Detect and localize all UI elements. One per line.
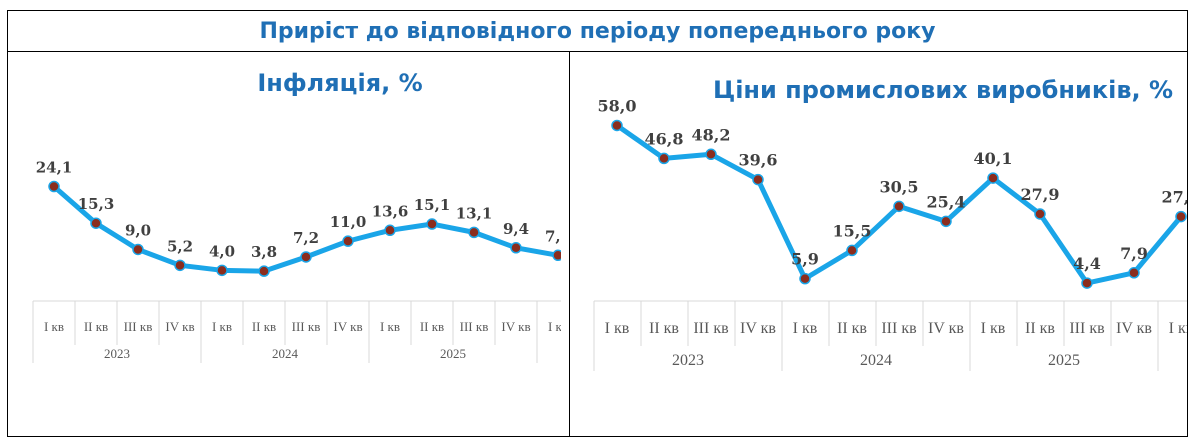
data-point [705,148,717,161]
data-label: 39,6 [739,151,778,170]
tick-label: IV кв [928,320,964,337]
data-label: 7,6 [545,227,561,245]
data-label: 15,5 [833,221,872,240]
data-label: 30,5 [880,177,919,196]
data-label: 27,9 [1021,185,1060,204]
data-label: 9,4 [503,220,529,238]
tick-label: I кв [793,320,818,337]
data-point [799,272,811,285]
data-label: 27,0 [1162,188,1187,207]
data-point [1034,208,1046,220]
data-point [426,218,438,230]
data-point [174,259,186,272]
tick-label: I кв [1169,320,1187,337]
data-point [1128,267,1140,279]
data-label: 3,8 [251,243,277,261]
tick-label: II кв [84,319,108,334]
data-label: 4,4 [1073,254,1101,273]
tick-label: I кв [380,319,400,334]
tick-label: IV кв [333,319,362,334]
year-label: 2023 [104,346,130,361]
tick-label: IV кв [1116,320,1152,337]
tick-label: IV кв [740,320,776,337]
data-point [468,226,480,239]
panel-divider [569,51,570,437]
data-point [300,251,312,263]
data-point [752,173,764,186]
data-point [216,264,228,277]
data-label: 58,0 [598,96,637,115]
data-label: 15,3 [78,195,115,213]
data-point [940,215,952,228]
tick-label: II кв [837,320,867,337]
tick-label: II кв [420,319,444,334]
tick-label: III кв [1069,320,1105,337]
data-point [510,242,522,254]
chart-title: Ціни промислових виробників, % [713,76,1173,104]
data-point [658,152,670,165]
tick-label: IV кв [165,319,194,334]
page-title: Приріст до відповідного періоду попередн… [8,11,1187,52]
data-label: 13,6 [372,202,409,220]
tick-label: III кв [460,319,489,334]
data-point [132,243,144,256]
tick-label: I кв [981,320,1006,337]
tick-label: IV кв [501,319,530,334]
tick-label: III кв [292,319,321,334]
data-point [342,235,354,247]
data-point [48,180,60,193]
tick-label: II кв [252,319,276,334]
year-label: 2024 [860,352,892,369]
data-point [846,244,858,257]
year-label: 2025 [440,346,466,361]
tick-label: I кв [605,320,630,337]
data-point [1175,210,1187,223]
data-label: 24,1 [36,159,73,177]
data-point [258,265,270,277]
data-point [893,200,905,213]
data-label: 7,9 [1120,244,1148,263]
tick-label: III кв [124,319,153,334]
data-label: 15,1 [414,196,451,214]
data-label: 11,0 [330,213,367,231]
tick-label: III кв [881,320,917,337]
tick-label: II кв [1025,320,1055,337]
data-point [1081,277,1093,289]
data-label: 25,4 [927,192,966,211]
data-label: 46,8 [645,129,684,148]
chart-frame: Приріст до відповідного періоду попередн… [7,10,1188,437]
tick-label: I кв [44,319,64,334]
data-label: 7,2 [293,229,319,247]
tick-label: III кв [693,320,729,337]
data-point [987,172,999,184]
data-point [384,224,396,237]
data-point [611,119,623,132]
data-label: 40,1 [974,149,1013,168]
inflation-chart: Інфляція, % 24,1 15,3 9,0 5,2 4,0 3,8 7,2 11,0 13… [32,69,561,363]
data-label: 4,0 [209,242,235,260]
tick-label: II кв [649,320,679,337]
data-label: 5,2 [167,237,193,255]
chart-title: Інфляція, % [257,69,422,97]
data-label: 5,9 [791,250,819,269]
data-point [90,217,102,229]
data-label: 13,1 [456,204,493,222]
tick-label: I кв [548,319,561,334]
tick-label: I кв [212,319,232,334]
data-label: 9,0 [125,221,151,239]
year-label: 2023 [672,352,704,369]
producer-prices-chart: Ціни промислових виробників, % 58,0 46,8 48… [593,76,1187,371]
data-point [552,249,561,262]
year-label: 2025 [1048,352,1080,369]
year-label: 2024 [272,346,299,361]
data-label: 48,2 [692,125,731,144]
